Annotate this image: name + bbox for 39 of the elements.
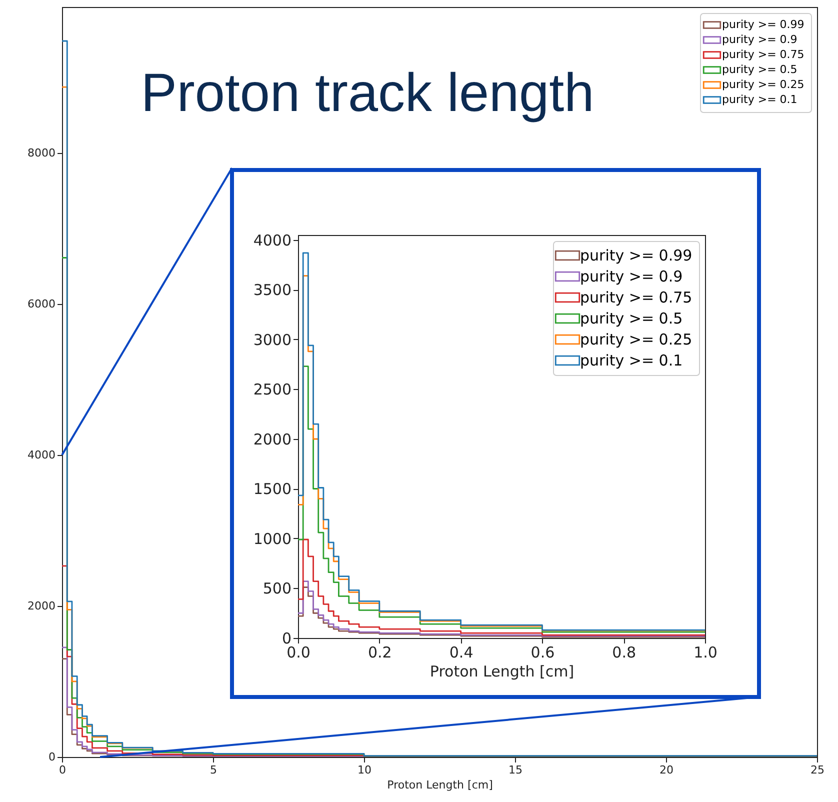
legend-label: purity >= 0.99 (722, 18, 804, 31)
x-tick-label: 0.8 (612, 644, 636, 662)
y-tick-label: 1500 (253, 480, 292, 498)
y-tick-label: 0 (48, 750, 56, 764)
y-tick-label: 8000 (28, 146, 56, 160)
legend-label: purity >= 0.25 (580, 330, 692, 348)
x-tick-label: 0 (59, 764, 66, 776)
x-tick-label: 5 (210, 764, 217, 776)
y-tick-label: 3000 (253, 330, 292, 349)
y-tick-label: 2000 (253, 430, 292, 448)
y-tick-label: 2000 (28, 599, 56, 612)
y-tick-label: 2500 (253, 380, 292, 399)
x-tick-label: 25 (810, 764, 824, 776)
x-tick-label: 15 (508, 764, 522, 776)
legend-label: purity >= 0.25 (722, 78, 804, 91)
legend-label: purity >= 0.99 (580, 246, 692, 264)
x-axis-title: Proton Length [cm] (430, 662, 574, 680)
x-tick-label: 10 (358, 764, 372, 776)
x-tick-label: 0.4 (449, 644, 474, 662)
y-tick-label: 4000 (253, 231, 292, 250)
x-tick-label: 0.6 (530, 644, 555, 662)
x-axis-title: Proton Length [cm] (387, 778, 493, 792)
text: Proton track length (140, 63, 594, 123)
y-tick-label: 6000 (28, 297, 56, 310)
legend-label: purity >= 0.1 (580, 352, 683, 370)
legend-label: purity >= 0.1 (722, 93, 798, 106)
x-tick-label: 1.0 (694, 644, 718, 662)
legend-label: purity >= 0.5 (722, 63, 798, 76)
legend-label: purity >= 0.75 (722, 48, 804, 61)
x-tick-label: 20 (660, 764, 674, 776)
y-tick-label: 500 (262, 580, 292, 598)
y-tick-label: 3500 (253, 281, 292, 300)
legend-label: purity >= 0.9 (722, 33, 798, 46)
legend-label: purity >= 0.5 (580, 310, 683, 328)
legend-label: purity >= 0.9 (580, 268, 683, 286)
legend-label: purity >= 0.75 (580, 288, 692, 306)
y-tick-label: 1000 (253, 530, 292, 548)
x-tick-label: 0.2 (368, 644, 392, 662)
y-tick-label: 4000 (28, 448, 56, 462)
